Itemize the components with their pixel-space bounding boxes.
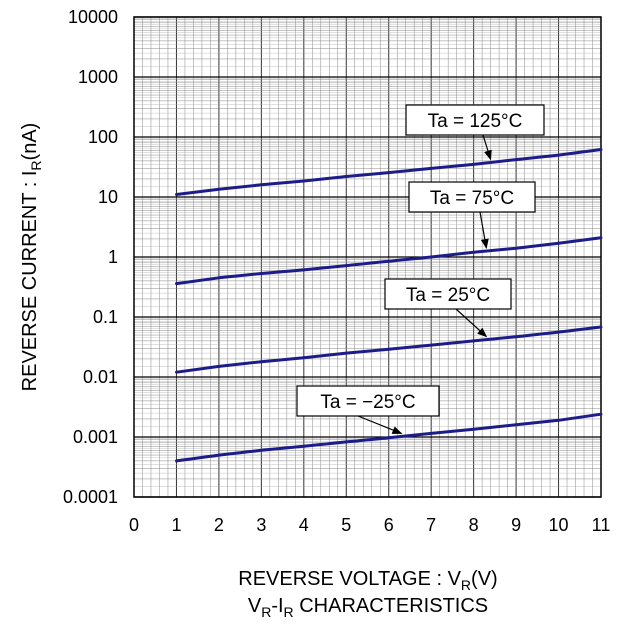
annotation-box: [408, 181, 536, 213]
annotation-box: [296, 385, 440, 417]
series-line-2: [175, 325, 603, 374]
y-tick-label: 10000: [68, 7, 118, 27]
x-tick-label: 1: [171, 515, 181, 535]
series-line-0: [175, 148, 603, 196]
x-tick-label: 4: [299, 515, 309, 535]
annotation-box: [384, 278, 512, 310]
x-tick-label: 3: [256, 515, 266, 535]
y-tick-label: 0.01: [83, 367, 118, 387]
y-tick-label: 100: [88, 127, 118, 147]
x-axis-ticks: 0 1 2 3 4 5 6 7 8 9 10 11: [129, 515, 610, 535]
y-axis-ticks: 0.0001 0.001 0.01 0.1 1 10 100 1000 10000: [63, 7, 118, 507]
x-tick-label: 5: [341, 515, 351, 535]
y-axis-title: REVERSE CURRENT : IR(nA): [19, 123, 44, 392]
annotation-arrow: [357, 415, 403, 435]
annotation-box: [405, 104, 545, 136]
series-label: Ta = 125°C: [428, 111, 523, 132]
plot-frame: [133, 16, 602, 498]
x-tick-label: 8: [469, 515, 479, 535]
x-axis-title: REVERSE VOLTAGE : VR(V): [238, 568, 497, 593]
x-tick-label: 7: [426, 515, 436, 535]
chart-title: VR-IR CHARACTERISTICS: [248, 595, 488, 620]
x-tick-label: 10: [549, 515, 569, 535]
series-label: Ta = 25°C: [406, 285, 490, 306]
y-tick-label: 1000: [78, 67, 118, 87]
series-line-3: [175, 412, 603, 463]
y-tick-label: 0.001: [73, 427, 118, 447]
annotation-arrow: [479, 211, 489, 250]
series-label: Ta = 75°C: [430, 188, 514, 209]
y-tick-label: 0.1: [93, 307, 118, 327]
y-tick-label: 1: [108, 247, 118, 267]
annotation-arrow: [455, 308, 488, 338]
series-line-1: [175, 236, 603, 286]
grid: [133, 16, 602, 498]
x-tick-label: 2: [214, 515, 224, 535]
y-tick-label: 0.0001: [63, 487, 118, 507]
x-tick-label: 6: [384, 515, 394, 535]
x-tick-label: 9: [511, 515, 521, 535]
x-tick-label: 11: [592, 515, 611, 535]
y-tick-label: 10: [98, 187, 118, 207]
series-label: Ta = −25°C: [320, 392, 415, 413]
series-annotations: Ta = 125°C Ta = 75°C Ta = 25°C Ta = −25°C: [296, 104, 545, 435]
annotation-arrow: [482, 134, 492, 161]
x-tick-label: 0: [129, 515, 139, 535]
series-lines: [175, 148, 603, 463]
